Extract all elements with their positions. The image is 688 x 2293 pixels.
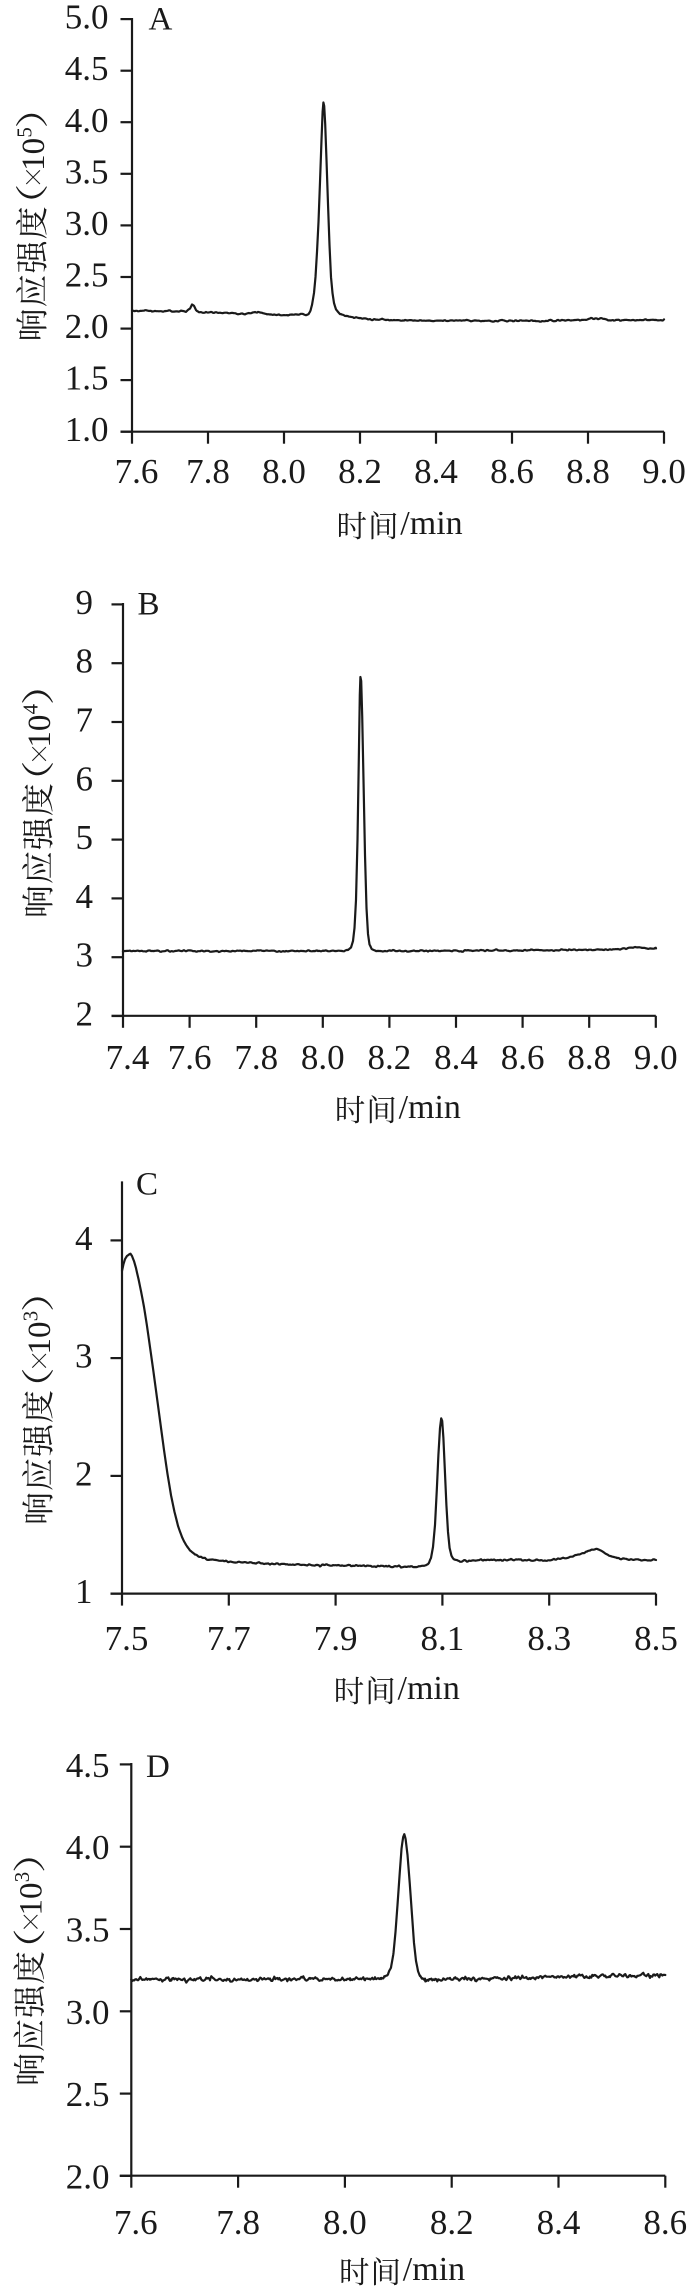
svg-text:2.5: 2.5	[66, 2075, 110, 2114]
svg-text:3: 3	[19, 1311, 43, 1322]
svg-text:4: 4	[19, 703, 43, 714]
svg-text:8.2: 8.2	[368, 1038, 412, 1077]
svg-text:B: B	[138, 587, 160, 623]
svg-text:9.0: 9.0	[634, 1038, 678, 1077]
svg-text:C: C	[136, 1167, 158, 1203]
svg-text:8.0: 8.0	[301, 1038, 345, 1077]
svg-text:8: 8	[76, 642, 94, 681]
svg-text:8.0: 8.0	[262, 452, 306, 491]
svg-text:D: D	[146, 1749, 170, 1785]
svg-text:4.5: 4.5	[65, 49, 109, 88]
svg-text:3.0: 3.0	[66, 1993, 110, 2032]
svg-text:8.2: 8.2	[338, 452, 382, 491]
svg-text:4: 4	[76, 877, 94, 916]
svg-text:7.8: 7.8	[234, 1038, 278, 1077]
svg-text:8.0: 8.0	[323, 2203, 367, 2242]
svg-text:6: 6	[76, 759, 94, 798]
svg-text:8.4: 8.4	[414, 452, 458, 491]
svg-text:3.0: 3.0	[65, 204, 109, 243]
svg-text:4.0: 4.0	[66, 1828, 110, 1867]
svg-text:10: 10	[22, 1322, 58, 1355]
svg-text:7.9: 7.9	[314, 1619, 358, 1658]
svg-text:8.1: 8.1	[421, 1619, 465, 1658]
svg-text:10: 10	[14, 1883, 50, 1916]
svg-text:7.8: 7.8	[216, 2203, 260, 2242]
svg-text:3: 3	[76, 936, 94, 975]
svg-text:7.8: 7.8	[186, 452, 230, 491]
svg-text:5.0: 5.0	[65, 0, 109, 37]
svg-text:3: 3	[75, 1337, 93, 1376]
svg-text:10: 10	[22, 715, 58, 748]
svg-text:2.0: 2.0	[66, 2157, 110, 2196]
svg-text:3.5: 3.5	[66, 1911, 110, 1950]
svg-text:7: 7	[76, 701, 94, 740]
svg-text:8.5: 8.5	[634, 1619, 678, 1658]
svg-text:8.4: 8.4	[434, 1038, 478, 1077]
svg-text:3: 3	[10, 1872, 34, 1883]
svg-text:9: 9	[76, 583, 94, 622]
svg-text:8.6: 8.6	[643, 2203, 687, 2242]
svg-text:8.2: 8.2	[430, 2203, 474, 2242]
svg-text:8.6: 8.6	[490, 452, 534, 491]
svg-text:4.0: 4.0	[65, 101, 109, 140]
svg-text:3.5: 3.5	[65, 152, 109, 191]
svg-text:/min: /min	[400, 505, 462, 542]
svg-text:8.8: 8.8	[567, 1038, 611, 1077]
svg-text:2.5: 2.5	[65, 256, 109, 295]
svg-text:7.5: 7.5	[105, 1619, 149, 1658]
svg-text:1.5: 1.5	[65, 359, 109, 398]
svg-text:4.5: 4.5	[66, 1746, 110, 1785]
svg-text:2: 2	[76, 995, 94, 1034]
svg-text:4: 4	[75, 1219, 93, 1258]
svg-text:7.6: 7.6	[114, 2203, 158, 2242]
svg-text:8.3: 8.3	[527, 1619, 571, 1658]
svg-text:8.6: 8.6	[501, 1038, 545, 1077]
svg-text:7.6: 7.6	[168, 1038, 212, 1077]
svg-text:/min: /min	[403, 2251, 465, 2288]
svg-text:1: 1	[75, 1572, 93, 1611]
svg-text:7.7: 7.7	[207, 1619, 251, 1658]
svg-text:8.4: 8.4	[537, 2203, 581, 2242]
svg-text:7.4: 7.4	[106, 1038, 150, 1077]
svg-text:5: 5	[13, 127, 37, 138]
svg-text:9.0: 9.0	[642, 452, 686, 491]
svg-text:8.8: 8.8	[566, 452, 610, 491]
svg-text:/min: /min	[399, 1089, 461, 1126]
svg-text:7.6: 7.6	[115, 452, 159, 491]
svg-text:2: 2	[75, 1454, 93, 1493]
svg-text:1.0: 1.0	[65, 410, 109, 449]
svg-text:5: 5	[76, 818, 94, 857]
svg-text:/min: /min	[398, 1670, 460, 1707]
svg-text:2.0: 2.0	[65, 307, 109, 346]
svg-text:10: 10	[16, 138, 52, 171]
svg-text:A: A	[149, 2, 173, 38]
